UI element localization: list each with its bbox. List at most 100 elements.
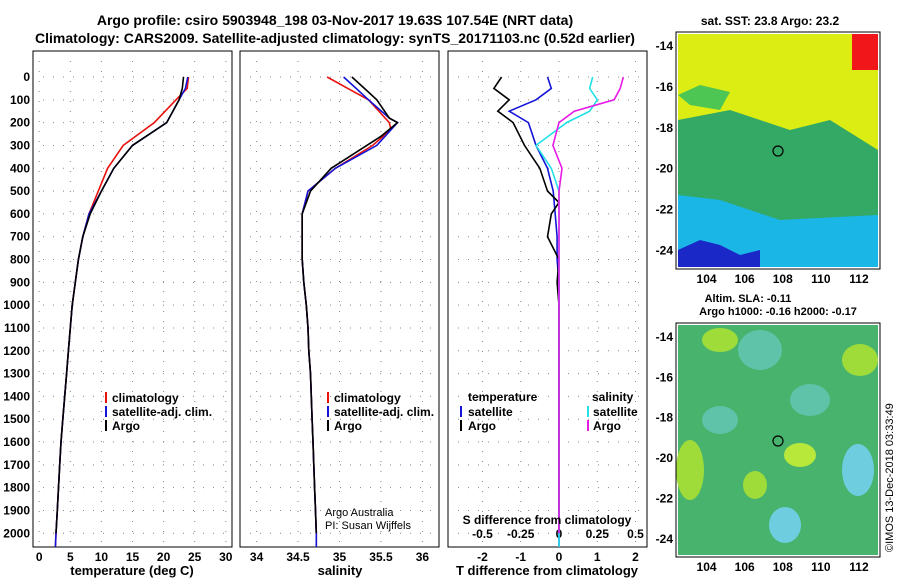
map-lon-label: 108 [773,272,793,286]
sst-map-title: sat. SST: 23.8 Argo: 23.2 [701,14,840,28]
sla-map-ticks: 104 106 108 110 112 -14 -16 -18 -20 -22 -24 [656,330,869,574]
depth-tick-label: 2000 [3,526,30,540]
x-tick-label: 5 [67,550,74,564]
salinity-xlabel: salinity [318,563,364,578]
map-lon-label: 112 [849,560,869,574]
map-lon-label: 112 [849,272,869,286]
pi-note: PI: Susan Wijffels [325,520,411,532]
x-tick-label: 10 [95,550,109,564]
depth-tick-label: 300 [10,138,30,152]
map-lat-label: -14 [656,39,674,53]
map-lon-label: 110 [811,560,831,574]
sla-high-4 [769,507,801,543]
map-lon-label: 104 [697,272,717,286]
depth-tick-label: 200 [10,116,30,130]
legend-swatch-s-argo [587,420,589,431]
legend-climatology: climatology [334,391,401,405]
difference-panel [447,50,648,548]
series-s-satellite [534,76,599,547]
sst-cold-patch [678,240,760,267]
sla-high-2 [702,406,738,434]
sla-title-line-1: Altim. SLA: -0.11 [705,293,792,305]
sst-hot-patch [852,34,878,70]
sla-low-5 [842,344,878,376]
legend-swatch-climatology [327,392,329,403]
map-lon-label: 106 [735,560,755,574]
map-lat-label: -24 [656,532,674,546]
sst-profile-marker [772,145,784,157]
legend-temperature-heading: temperature [468,390,538,404]
salinity-legend: climatology satellite-adj. clim. Argo Ar… [325,391,434,532]
s-tick-label: 0.25 [586,527,610,541]
temperature-xlabel: temperature (deg C) [70,563,194,578]
difference-legend-salinity: salinity satellite Argo [587,390,638,433]
map-lon-label: 110 [811,272,831,286]
legend-satellite: satellite-adj. clim. [112,405,212,419]
depth-tick-label: 100 [10,93,30,107]
sst-map [675,31,881,270]
legend-swatch-satellite [105,406,107,417]
map-lat-label: -18 [656,411,674,425]
x-tick-label: 0 [556,550,563,564]
legend-t-argo: Argo [468,419,496,433]
legend-climatology: climatology [112,391,179,405]
legend-t-satellite: satellite [468,405,513,419]
salinity-panel [239,50,440,548]
x-tick-label: -1 [515,550,526,564]
sla-title-line-2: Argo h1000: -0.16 h2000: -0.17 [699,306,857,318]
depth-tick-label: 1700 [3,458,30,472]
series-t-argo [492,76,561,534]
sst-map-ticks: 104 106 108 110 112 -14 -16 -18 -20 -22 -24 [656,39,869,286]
s-tick-label: -0.5 [472,527,493,541]
x-tick-label: 20 [157,550,171,564]
x-tick-labels: 0 5 10 15 20 25 30 34 34.5 35 35.5 36 -2 -1 0 1 2 -0.5 -0.… [36,527,644,564]
depth-tick-label: 1300 [3,367,30,381]
sla-map-frame [675,322,881,558]
depth-tick-label: 1800 [3,481,30,495]
depth-tick-label: 1900 [3,503,30,517]
s-difference-label: S difference from climatology [463,513,632,527]
grid-dots [33,51,647,547]
series-climatology [54,76,190,548]
series-t-satellite [507,76,560,547]
map-lat-label: -14 [656,330,674,344]
temperature-legend: climatology satellite-adj. clim. Argo [105,391,212,433]
x-tick-label: 15 [126,550,140,564]
depth-tick-label: 1000 [3,298,30,312]
x-tick-label: 25 [188,550,202,564]
legend-swatch-t-satellite [460,406,462,417]
sst-eddy-patch [678,85,730,110]
title-line-2: Climatology: CARS2009. Satellite-adjuste… [35,30,635,46]
profile-lines [54,76,625,548]
series-s-argo [552,76,625,534]
depth-tick-label: 1500 [3,412,30,426]
x-tick-label: 2 [632,550,639,564]
sla-map [675,322,881,558]
x-tick-label: 36 [416,550,430,564]
sla-low-3 [784,443,816,467]
difference-legend-temperature: temperature satellite Argo [460,390,538,433]
sla-low-2 [676,440,704,500]
depth-tick-label: 1200 [3,344,30,358]
argo-australia-note: Argo Australia [325,507,394,519]
x-tick-label: 34 [250,550,264,564]
legend-swatch-s-satellite [587,406,589,417]
sla-high-1 [738,330,782,370]
map-lat-label: -20 [656,451,674,465]
title-line-1: Argo profile: csiro 5903948_198 03-Nov-2… [97,12,573,28]
map-lon-label: 106 [735,272,755,286]
t-difference-xlabel: T difference from climatology [456,563,639,578]
series-argo [301,76,399,534]
legend-satellite: satellite-adj. clim. [334,405,434,419]
map-lon-label: 108 [773,560,793,574]
legend-argo: Argo [334,419,362,433]
map-lat-label: -18 [656,121,674,135]
depth-tick-label: 700 [10,230,30,244]
map-lat-label: -22 [656,203,674,217]
depth-tick-label: 1600 [3,435,30,449]
series-climatology [301,76,392,547]
legend-swatch-t-argo [460,420,462,431]
legend-swatch-climatology [105,392,107,403]
depth-tick-label: 0 [23,70,30,84]
